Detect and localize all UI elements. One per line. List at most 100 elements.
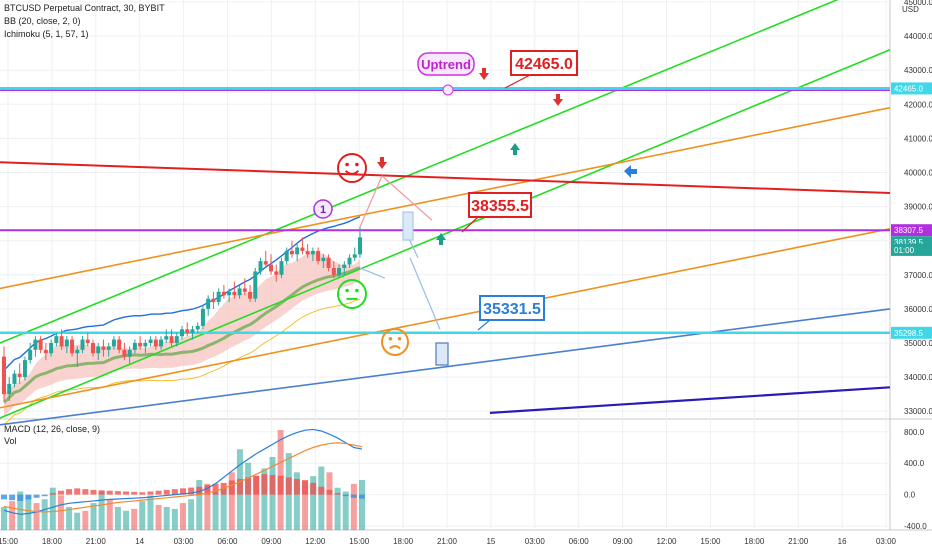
face-eye — [345, 288, 349, 293]
candle — [43, 349, 48, 354]
candle — [91, 342, 95, 354]
callout-38355: 38355.5 — [471, 198, 529, 215]
candle — [190, 329, 195, 333]
macd-histogram-bar — [1, 494, 7, 500]
macd-histogram-bar — [212, 483, 219, 495]
candle — [258, 261, 263, 272]
macd-histogram-bar — [285, 477, 292, 495]
volume-bar — [245, 462, 252, 530]
y-tick-label: 37000.0 — [904, 271, 932, 280]
candle — [174, 336, 179, 343]
candle — [211, 298, 216, 303]
candle — [49, 342, 54, 354]
sub-y-tick-label: 0.0 — [904, 491, 916, 500]
candle — [96, 346, 101, 354]
macd-histogram-bar — [245, 477, 252, 495]
legend-symbol: BTCUSD Perpetual Contract, 30, BYBIT — [4, 3, 165, 13]
macd-histogram-bar — [90, 489, 97, 495]
volume-bar — [350, 483, 357, 530]
x-tick-label: 14 — [135, 537, 144, 546]
face-eye — [397, 336, 402, 341]
candle — [316, 250, 321, 262]
volume-bar — [25, 495, 32, 530]
volume-bar — [82, 510, 89, 530]
trendline-blue — [0, 308, 891, 426]
sub-y-tick-label: 400.0 — [904, 459, 925, 468]
face-eye — [355, 288, 359, 293]
candle — [164, 336, 169, 340]
volume-bar — [123, 510, 130, 530]
candle — [70, 339, 75, 354]
x-tick-label: 03:00 — [525, 537, 546, 546]
x-tick-label: 15:00 — [0, 537, 19, 546]
candle — [117, 339, 122, 350]
volume-bar — [1, 506, 7, 530]
volume-bar — [334, 487, 341, 530]
macd-histogram-bar — [57, 490, 64, 495]
x-tick-label: 12:00 — [656, 537, 677, 546]
x-tick-label: 09:00 — [613, 537, 634, 546]
candle — [206, 298, 211, 309]
trendline-green-upper — [0, 0, 839, 344]
macd-histogram-bar — [66, 489, 73, 495]
candle — [200, 308, 205, 326]
volume-bar — [261, 468, 268, 530]
signal-line — [3, 442, 363, 513]
volume-bar — [302, 480, 309, 530]
volume-bar — [114, 506, 121, 530]
price-tag — [891, 243, 932, 256]
candle — [111, 339, 116, 347]
price-tag-label: 42465.0 — [894, 84, 923, 93]
candle — [279, 261, 284, 275]
callout-35331-box — [479, 295, 545, 321]
y-tick-label: 34000.0 — [904, 373, 932, 382]
legend-vol: Vol — [4, 436, 17, 446]
candle — [75, 349, 80, 354]
x-tick-label: 18:00 — [744, 537, 765, 546]
volume-bar — [326, 472, 333, 530]
volume-bar — [98, 491, 105, 530]
volume-bar — [90, 503, 97, 530]
macd-histogram-bar — [41, 494, 48, 497]
candle — [59, 336, 64, 347]
y-tick-label: 35000.0 — [904, 339, 932, 348]
y-tick-label: 40000.0 — [904, 168, 932, 177]
x-tick-label: 18:00 — [42, 537, 63, 546]
price-tag — [891, 326, 932, 339]
trendline-navy — [489, 386, 891, 414]
macd-histogram-bar — [342, 494, 349, 497]
macd-histogram-bar — [123, 491, 130, 495]
candle — [237, 288, 242, 296]
candle — [321, 257, 326, 262]
candle — [310, 250, 315, 255]
candle — [227, 291, 232, 296]
macd-line — [3, 428, 363, 515]
candle — [12, 373, 17, 384]
candle — [38, 339, 43, 350]
arrow-up-icon — [436, 233, 446, 245]
uptrend-callout — [417, 52, 475, 76]
candle — [159, 339, 164, 347]
volume-bar — [171, 508, 178, 530]
trendline-orange-lower — [0, 227, 891, 409]
hand-pointer-icon — [402, 211, 414, 241]
candle — [138, 342, 143, 347]
macd-histogram-bar — [188, 487, 195, 495]
candle — [22, 360, 27, 378]
volume-bar — [220, 487, 227, 530]
candle — [7, 383, 12, 395]
projection-arrow — [409, 257, 441, 330]
candle — [331, 267, 336, 275]
macd-histogram-bar — [204, 485, 211, 495]
hand-pointer-icon — [435, 342, 449, 366]
candle — [64, 339, 69, 347]
y-tick-label: 43000.0 — [904, 66, 932, 75]
currency-label: USD — [902, 5, 919, 14]
macd-histogram-bar — [318, 486, 325, 495]
macd-histogram-bar — [277, 475, 284, 495]
macd-histogram-bar — [49, 493, 56, 495]
candle — [269, 264, 273, 272]
candle — [153, 339, 158, 347]
callout-38355-box — [468, 192, 532, 218]
